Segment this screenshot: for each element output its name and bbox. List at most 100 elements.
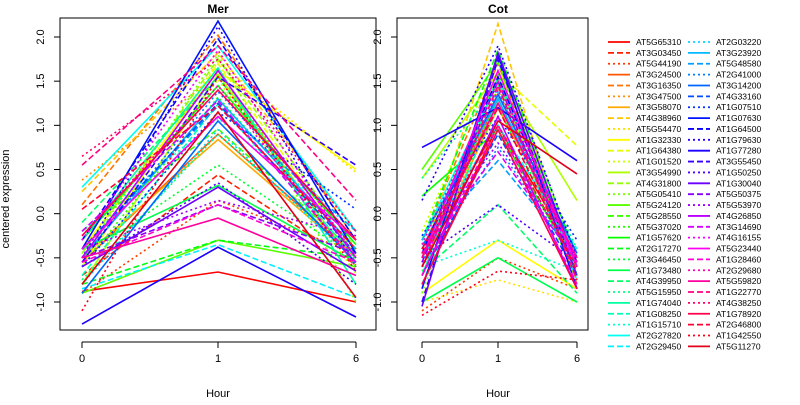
series-line-at4g38250: [81, 58, 357, 232]
series-line-at5g65310: [81, 271, 357, 303]
legend-label: AT3G03450: [636, 48, 681, 58]
legend-label: AT1G15710: [636, 320, 681, 330]
legend-label: AT1G64380: [636, 146, 681, 156]
legend-label: AT5G23440: [716, 244, 761, 254]
legend-item-at3g14200: AT3G14200: [688, 80, 761, 90]
legend-label: AT1G22770: [716, 287, 761, 297]
legend-label: AT5G28550: [636, 211, 681, 221]
legend-item-at1g22770: AT1G22770: [688, 287, 761, 297]
legend-label: AT4G38960: [636, 113, 681, 123]
series-line-at1g78920: [421, 127, 578, 290]
legend-label: AT3G14200: [716, 80, 761, 90]
legend-label: AT2G41000: [716, 70, 761, 80]
chart-panel-cot: Cot -1.0 -0.5 0.0 0.5 1.0 1.5 2.0 0 1 6 Hour: [372, 2, 589, 400]
legend-label: AT1G30040: [716, 178, 761, 188]
series-line-at1g64380: [81, 62, 357, 268]
legend-item-at1g08250: AT1G08250: [608, 309, 681, 319]
series-line-at3g46450: [81, 164, 357, 259]
legend-item-at2g46800: AT2G46800: [688, 320, 761, 330]
series-line-at4g26850: [81, 69, 357, 259]
legend-item-at3g58070: AT3G58070: [608, 102, 681, 112]
legend-item-at1g07510: AT1G07510: [688, 102, 761, 112]
legend-item-at3g54990: AT3G54990: [608, 167, 681, 177]
legend-label: AT3G16350: [636, 80, 681, 90]
y-tick-label: 1.0: [372, 118, 384, 133]
series-line-at4g38250: [421, 123, 578, 268]
legend-item-at5g53970: AT5G53970: [688, 200, 761, 210]
series-line-at1g77280: [81, 246, 357, 325]
legend-label: AT1G07510: [716, 102, 761, 112]
series-line-at2g29680: [421, 79, 578, 263]
legend-item-at1g30040: AT1G30040: [688, 178, 761, 188]
legend-item-at1g57620: AT1G57620: [608, 233, 681, 243]
legend-label: AT1G77280: [716, 146, 761, 156]
series-line-at3g14200: [81, 119, 357, 294]
series-line-at2g46800: [421, 105, 578, 272]
series-line-at2g41000: [81, 90, 357, 259]
series-line-at1g15710: [421, 239, 578, 272]
series-line-at2g41000: [421, 145, 578, 268]
x-axis-label: Hour: [206, 388, 230, 400]
chart-panel-mer: Mer -1.0 -0.5 0.0 0.5 1.0 1.5 2.0 0 1 6 Hour: [35, 2, 377, 400]
legend-label: AT2G46800: [716, 320, 761, 330]
legend-box: [596, 34, 796, 364]
series-line-at5g24120: [81, 239, 357, 294]
x-tick-label: 6: [353, 353, 359, 365]
series-line-at5g11270: [81, 110, 357, 299]
series-lines: [81, 19, 357, 325]
legend-item-at5g44190: AT5G44190: [608, 59, 681, 69]
legend-item-at2g29450: AT2G29450: [608, 341, 681, 351]
legend-item-at2g03220: AT2G03220: [688, 37, 761, 47]
legend-label: AT4G33160: [716, 91, 761, 101]
legend-label: AT4G39950: [636, 276, 681, 286]
y-tick-label: 1.5: [372, 74, 384, 89]
legend-item-at5g15950: AT5G15950: [608, 287, 681, 297]
legend-label: AT1G42550: [716, 330, 761, 340]
legend-item-at3g23920: AT3G23920: [688, 48, 761, 58]
legend-label: AT5G44190: [636, 59, 681, 69]
legend-label: AT1G08250: [636, 309, 681, 319]
legend-item-at4g38250: AT4G38250: [688, 298, 761, 308]
series-line-at4g31800: [81, 57, 357, 254]
series-lines: [421, 21, 578, 316]
legend-label: AT5G48580: [716, 59, 761, 69]
series-line-at5g53970: [421, 141, 578, 259]
legend-item-at1g64380: AT1G64380: [608, 146, 681, 156]
legend-item-at1g50250: AT1G50250: [688, 167, 761, 177]
series-line-at2g03220: [81, 128, 357, 285]
legend-label: AT4G26850: [716, 211, 761, 221]
series-line-at2g17270: [81, 239, 357, 286]
legend-item-at5g24120: AT5G24120: [608, 200, 681, 210]
x-axis-label: Hour: [486, 388, 510, 400]
legend-label: AT5G50375: [716, 189, 761, 199]
x-tick-label: 1: [495, 353, 501, 365]
series-line-at1g73480: [421, 256, 578, 303]
legend-item-at4g33160: AT4G33160: [688, 91, 761, 101]
legend-item-at3g55450: AT3G55450: [688, 157, 761, 167]
series-line-at1g78920: [81, 88, 357, 241]
legend-item-at1g78920: AT1G78920: [688, 309, 761, 319]
legend-item-at1g01520: AT1G01520: [608, 157, 681, 167]
series-line-at1g42550: [421, 270, 578, 316]
y-axis-label: centered expression: [0, 149, 12, 248]
legend-item-at1g74040: AT1G74040: [608, 298, 681, 308]
legend-label: AT1G32330: [636, 135, 681, 145]
series-line-at5g05410: [421, 83, 578, 294]
legend-label: AT5G11270: [716, 341, 761, 351]
legend-label: AT5G15950: [636, 287, 681, 297]
series-line-at1g01520: [421, 57, 578, 259]
series-line-at5g28550: [81, 127, 357, 254]
legend-item-at1g28460: AT1G28460: [688, 254, 761, 264]
legend-item-at5g65310: AT5G65310: [608, 37, 681, 47]
y-tick-label: -0.5: [35, 248, 47, 267]
series-line-at1g15710: [81, 117, 357, 232]
legend-label: AT1G07630: [716, 113, 761, 123]
legend-label: AT3G14690: [716, 222, 761, 232]
legend-label: AT3G54990: [636, 167, 681, 177]
x-tick-label: 6: [574, 353, 580, 365]
x-tick-label: 0: [79, 353, 85, 365]
series-line-at5g54470: [81, 60, 357, 268]
legend-item-at5g54470: AT5G54470: [608, 124, 681, 134]
legend-item-at2g17270: AT2G17270: [608, 244, 681, 254]
